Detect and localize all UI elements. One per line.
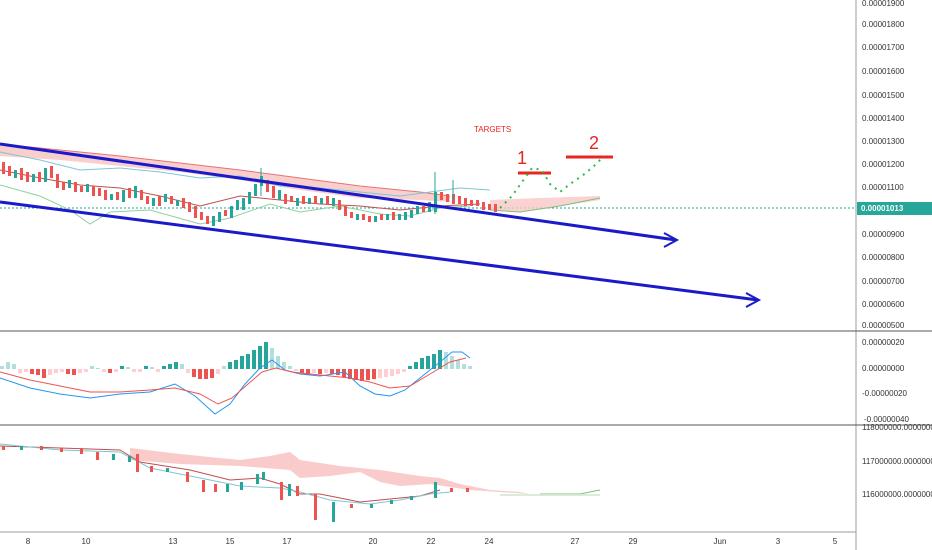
current-price-badge: 0.00001013 [857, 202, 932, 215]
price-tick: 0.00001200 [862, 160, 905, 169]
lower-cloud [130, 448, 530, 494]
date-tick: 17 [282, 537, 292, 546]
date-tick: 13 [168, 537, 178, 546]
upper-trendline [0, 142, 677, 242]
price-tick: 0.00000500 [862, 321, 905, 330]
price-tick: 0.00000900 [862, 230, 905, 239]
date-tick: 8 [25, 537, 31, 546]
price-tick: 0.00001600 [862, 67, 905, 76]
macd-tick: 0.00000000 [862, 364, 905, 373]
lower-tick: 116000000.00000000 [862, 490, 932, 499]
price-tick: 0.00001800 [862, 20, 905, 29]
date-tick: 20 [368, 537, 378, 546]
price-tick: 0.00001300 [862, 137, 905, 146]
lower-candles [2, 446, 469, 522]
date-tick: 5 [832, 537, 838, 546]
price-tick: 0.00001400 [862, 114, 905, 123]
lower-cloud-future [500, 494, 600, 496]
signal-line [0, 357, 467, 405]
date-tick: 22 [426, 537, 436, 546]
price-tick: 0.00001700 [862, 43, 905, 52]
targets-label: TARGETS [474, 125, 512, 134]
macd-histogram [0, 342, 472, 381]
macd-tick: 0.00000020 [862, 338, 905, 347]
descending-channel [0, 142, 762, 308]
macd-tick: -0.00000020 [862, 389, 907, 398]
target-2-label: 2 [589, 133, 600, 153]
price-tick: 0.00001100 [862, 183, 904, 192]
price-tick: 0.00000600 [862, 300, 905, 309]
lower-tick: 117000000.00000000 [862, 457, 932, 466]
macd-line [0, 351, 471, 415]
price-tick: 0.00000700 [862, 277, 905, 286]
lower-arrowhead [745, 292, 762, 308]
price-tick: 0.00001500 [862, 91, 905, 100]
price-tick: 0.00000800 [862, 253, 905, 262]
date-tick: 24 [484, 537, 494, 546]
lower-tick: 118000000.00000000 [862, 423, 932, 432]
date-tick: 27 [570, 537, 580, 546]
date-tick: 10 [81, 537, 91, 546]
target-1-label: 1 [517, 148, 528, 168]
macd-tick: -0.00000040 [864, 415, 909, 424]
price-candles [2, 162, 497, 226]
cloud-span-b [489, 197, 601, 213]
ichimoku-cloud-future [490, 196, 600, 212]
date-tick: Jun [713, 537, 727, 546]
upper-arrowhead [663, 232, 680, 248]
base-line [0, 169, 481, 211]
date-tick: 29 [628, 537, 638, 546]
date-tick: 3 [775, 537, 781, 546]
cloud-span-a [0, 143, 451, 197]
price-tick: 0.00001900 [862, 0, 905, 8]
projection-path [499, 155, 605, 209]
date-tick: 15 [225, 537, 235, 546]
lower-cloud-edge [540, 489, 601, 495]
lower-trendline [0, 200, 759, 302]
